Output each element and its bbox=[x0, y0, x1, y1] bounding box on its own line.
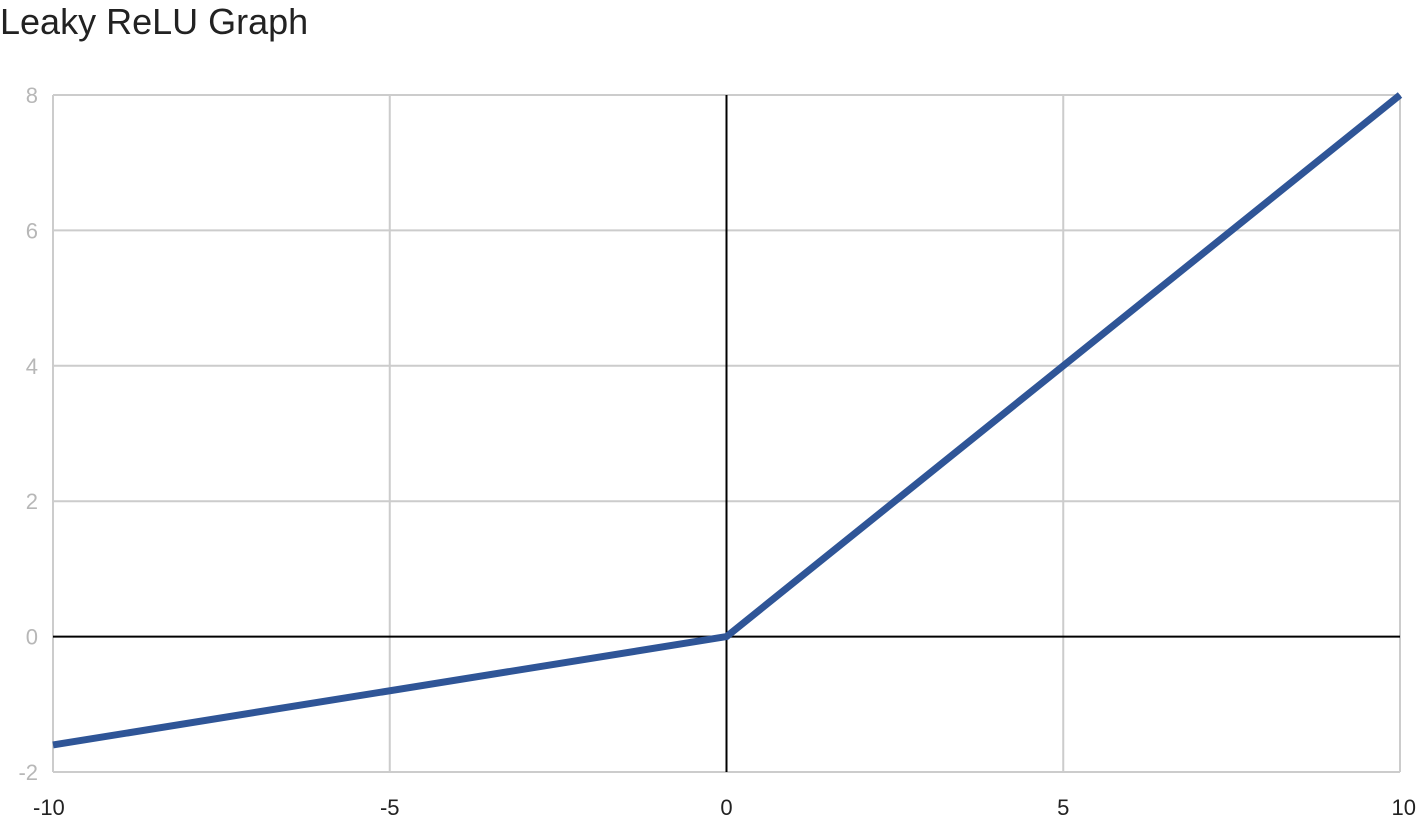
y-tick-label: -2 bbox=[18, 760, 38, 785]
series-layer bbox=[52, 92, 1403, 749]
y-tick-label: 8 bbox=[26, 83, 38, 108]
chart-title: Leaky ReLU Graph bbox=[0, 1, 309, 42]
x-tick-label: -5 bbox=[380, 795, 400, 819]
tick-label-layer: -10 -5 0 5 10 -2 0 2 4 6 8 bbox=[18, 83, 1416, 819]
x-tick-label: -10 bbox=[33, 795, 65, 819]
leaky-relu-series-line bbox=[52, 92, 1403, 749]
y-tick-label: 2 bbox=[26, 489, 38, 514]
y-tick-label: 6 bbox=[26, 218, 38, 243]
axis-layer bbox=[53, 95, 1400, 772]
y-tick-label: 0 bbox=[26, 625, 38, 650]
y-tick-label: 4 bbox=[26, 354, 38, 379]
x-tick-label: 0 bbox=[720, 795, 732, 819]
x-tick-label: 5 bbox=[1057, 795, 1069, 819]
x-tick-label: 10 bbox=[1392, 795, 1416, 819]
